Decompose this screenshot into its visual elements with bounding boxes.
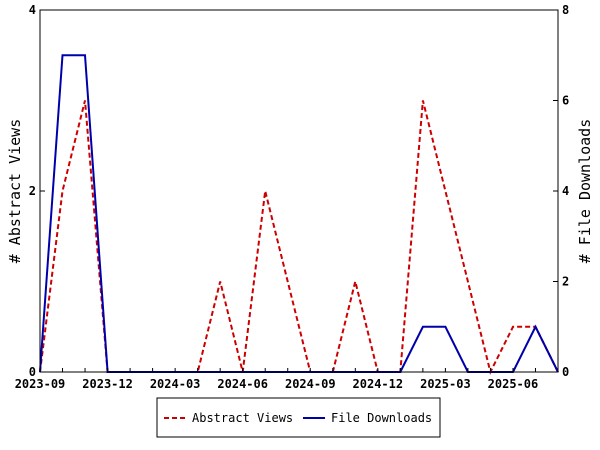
y-left-tick-label: 4 xyxy=(29,3,36,17)
y-right-tick-label: 0 xyxy=(562,365,569,379)
legend: Abstract Views File Downloads xyxy=(156,397,441,438)
y-right-tick-label: 6 xyxy=(562,94,569,108)
x-tick-label: 2023-12 xyxy=(82,377,133,391)
x-tick-label: 2025-03 xyxy=(420,377,471,391)
x-tick-label: 2024-06 xyxy=(217,377,268,391)
series-line-abstract-views xyxy=(39,100,559,375)
y-right-tick-label: 4 xyxy=(562,184,569,198)
y-right-tick-label: 8 xyxy=(562,3,569,17)
x-tick-label: 2024-12 xyxy=(353,377,404,391)
legend-label-abstract-views: Abstract Views xyxy=(192,411,293,425)
legend-label-file-downloads: File Downloads xyxy=(331,411,432,425)
legend-box xyxy=(156,397,441,438)
y-left-tick-label: 2 xyxy=(29,184,36,198)
plot-frame xyxy=(39,9,559,373)
x-tick-label: 2024-09 xyxy=(285,377,336,391)
axes: 0 2 4 0 2 4 6 8 2023-09 2023-12 2024-03 2024-06 2024… xyxy=(15,3,570,391)
x-tick-label: 2025-06 xyxy=(488,377,539,391)
y-right-axis-title: # File Downloads xyxy=(576,119,594,264)
y-left-tick-label: 0 xyxy=(29,365,36,379)
x-tick-label: 2024-03 xyxy=(150,377,201,391)
y-right-tick-label: 2 xyxy=(562,275,569,289)
x-tick-label: 2023-09 xyxy=(15,377,66,391)
plot-area xyxy=(39,54,559,375)
y-left-axis-title: # Abstract Views xyxy=(6,119,24,264)
